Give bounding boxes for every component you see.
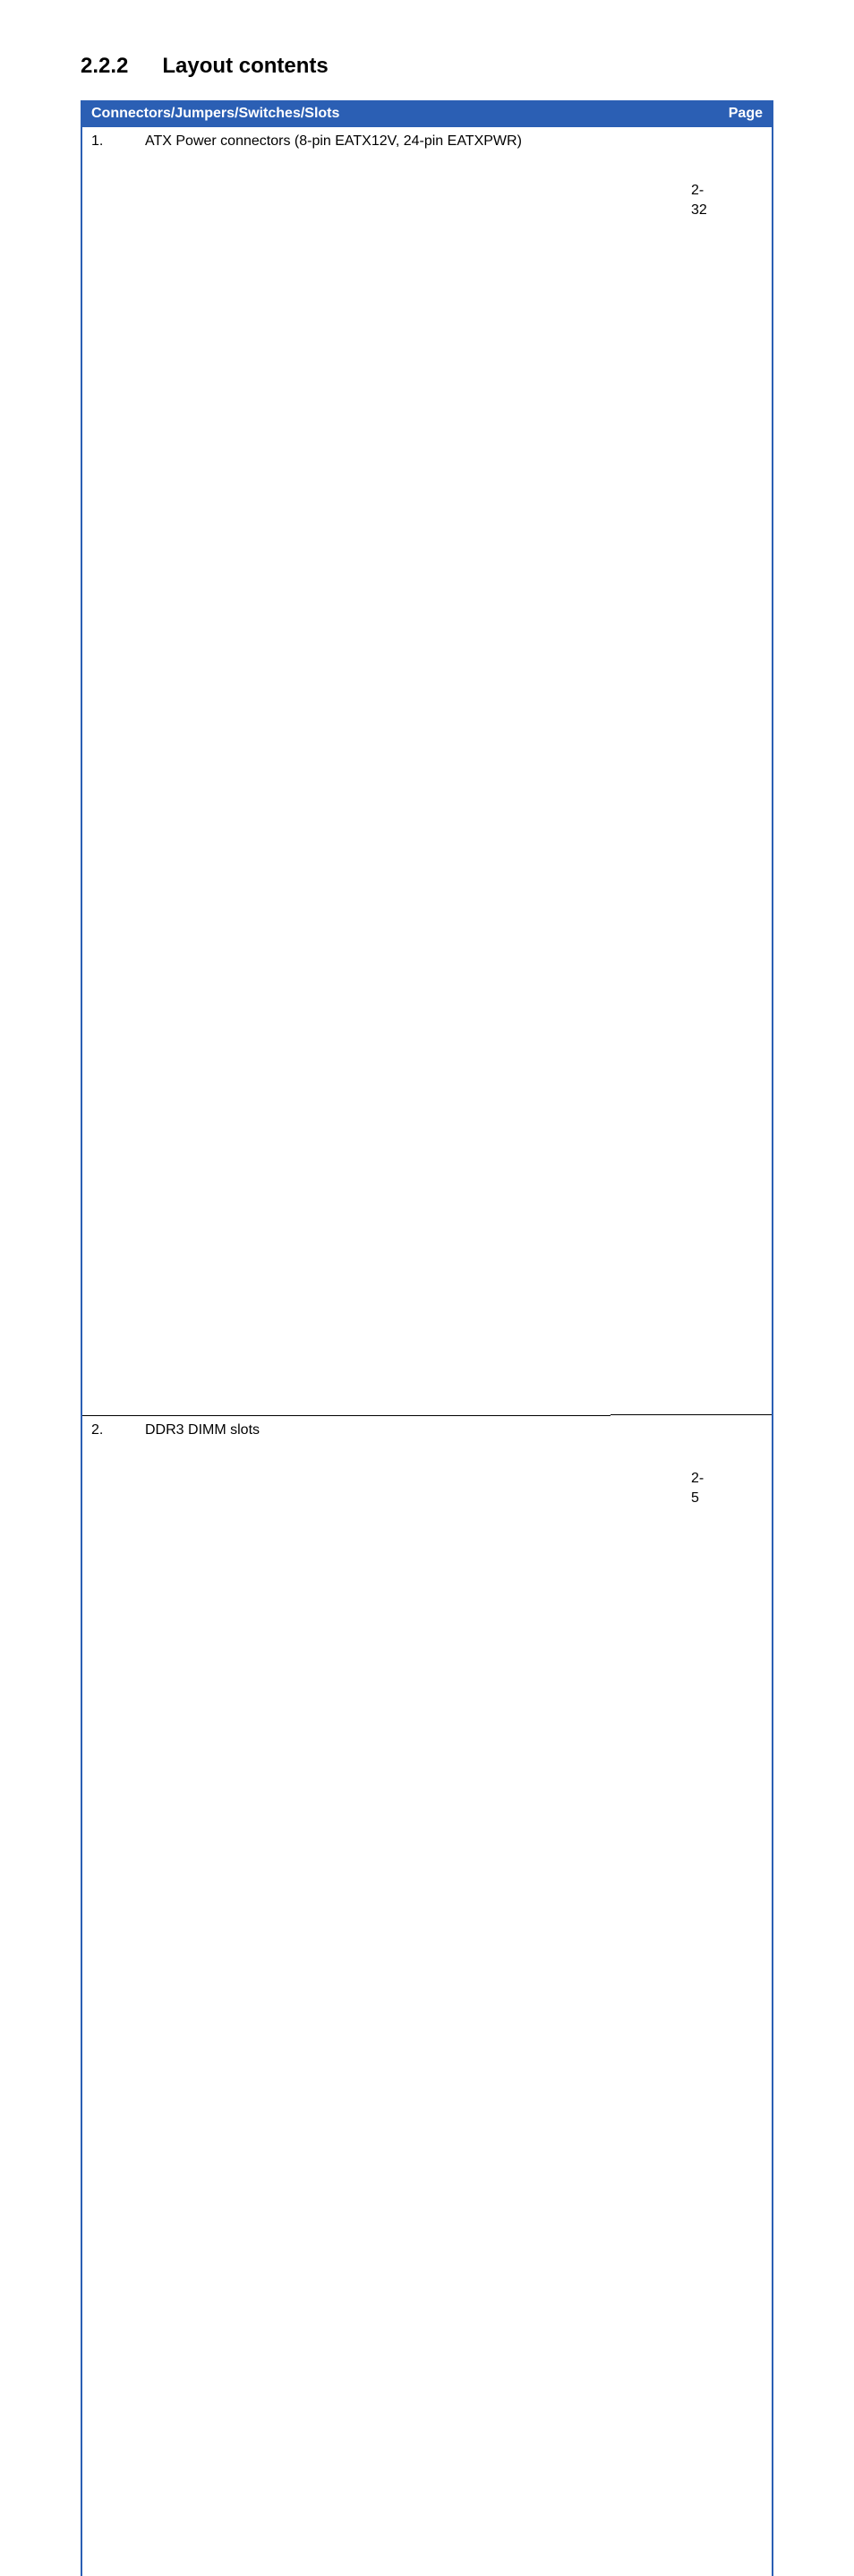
row-page: 2-32 (611, 127, 772, 1415)
section-heading: 2.2.2 Layout contents (81, 54, 773, 79)
row-page: 2-5 (611, 1415, 772, 2576)
row-description: ATX Power connectors (8-pin EATX12V, 24-… (136, 127, 611, 1415)
layout-table-wrap: Connectors/Jumpers/Switches/Slots Page 1… (81, 100, 773, 2576)
table-header-right: Page (611, 100, 772, 127)
page-container: 2.2.2 Layout contents Connectors/Jumpers/… (0, 0, 854, 2576)
table-row: 1.ATX Power connectors (8-pin EATX12V, 2… (82, 127, 772, 1415)
table-body: 1.ATX Power connectors (8-pin EATX12V, 2… (82, 127, 772, 2576)
table-row: 2.DDR3 DIMM slots2-5 (82, 1415, 772, 2576)
row-number: 2. (82, 1415, 136, 2576)
row-description: DDR3 DIMM slots (136, 1415, 611, 2576)
row-number: 1. (82, 127, 136, 1415)
layout-table: Connectors/Jumpers/Switches/Slots Page 1… (82, 100, 772, 2576)
heading-title: Layout contents (162, 54, 328, 78)
table-header-left: Connectors/Jumpers/Switches/Slots (82, 100, 611, 127)
heading-number: 2.2.2 (81, 54, 128, 79)
table-header-row: Connectors/Jumpers/Switches/Slots Page (82, 100, 772, 127)
